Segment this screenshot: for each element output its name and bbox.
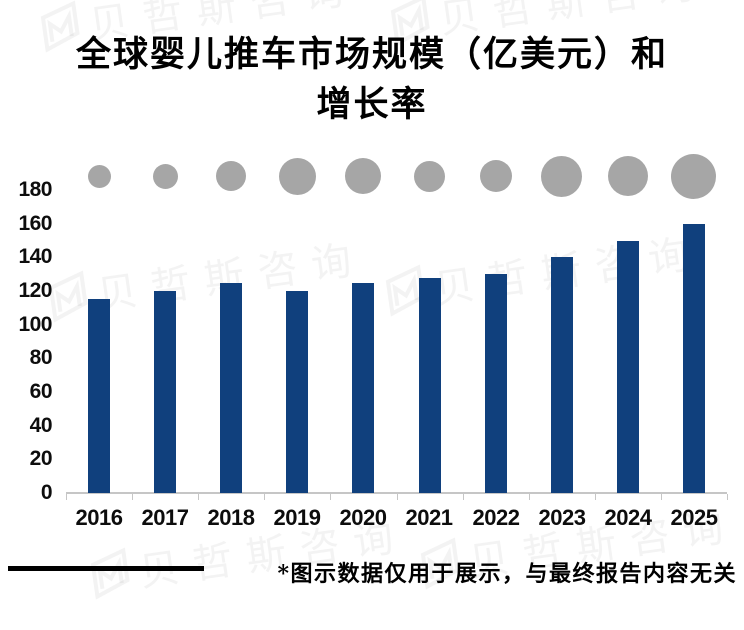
x-axis-label-2016: 2016 (75, 505, 123, 530)
chart-title-line1: 全球婴儿推车市场规模（亿美元）和 (75, 34, 668, 75)
x-axis-line (66, 492, 727, 494)
bar-2022 (485, 274, 507, 493)
x-axis-tick (66, 494, 67, 500)
x-axis-tick (661, 494, 662, 500)
growth-bubble-2023 (541, 156, 582, 197)
x-axis-tick (132, 494, 133, 500)
x-axis-tick (529, 494, 530, 500)
watermark-logo-icon (88, 547, 132, 600)
y-axis-label-40: 40 (29, 413, 53, 437)
x-axis-label-2020: 2020 (339, 505, 387, 530)
y-axis-label-60: 60 (29, 380, 53, 403)
growth-bubble-2017 (153, 164, 178, 189)
growth-bubble-2022 (480, 160, 512, 192)
footnote-text: *图示数据仅用于展示，与最终报告内容无关 (277, 561, 737, 587)
x-axis-label-2021: 2021 (405, 505, 453, 530)
x-axis-tick (264, 494, 265, 500)
x-axis-label-2022: 2022 (472, 505, 520, 530)
growth-bubble-2025 (671, 154, 716, 199)
y-axis-label-0: 0 (40, 481, 53, 504)
x-axis-label-2025: 2025 (670, 505, 718, 530)
y-axis-label-140: 140 (18, 245, 52, 269)
y-axis-label-20: 20 (29, 447, 53, 471)
y-axis-label-80: 80 (29, 346, 53, 370)
growth-bubble-2020 (345, 158, 381, 194)
growth-bubble-2016 (88, 165, 111, 188)
chart-title-line2: 增长率 (316, 84, 428, 125)
bar-2024 (617, 240, 639, 493)
bar-2023 (551, 257, 573, 493)
y-axis-label-180: 180 (18, 178, 52, 201)
y-axis-label-120: 120 (18, 279, 52, 302)
bar-2025 (683, 223, 705, 493)
x-axis-label-2019: 2019 (273, 505, 321, 530)
bar-2016 (88, 299, 110, 493)
x-axis-label-2018: 2018 (207, 505, 255, 530)
x-axis-label-2023: 2023 (538, 505, 586, 530)
bar-2018 (220, 282, 242, 493)
growth-bubble-2024 (608, 156, 648, 196)
growth-bubble-2019 (279, 158, 316, 195)
bar-2017 (154, 291, 176, 493)
x-axis-label-2017: 2017 (141, 505, 189, 530)
bar-2020 (352, 282, 374, 493)
x-axis-tick (198, 494, 199, 500)
bar-2021 (419, 277, 441, 493)
x-axis-tick (595, 494, 596, 500)
growth-bubble-2018 (216, 161, 246, 191)
y-axis-label-100: 100 (18, 312, 52, 336)
footer-divider-line (8, 566, 204, 571)
x-axis-tick (727, 494, 728, 500)
chart-title: 全球婴儿推车市场规模（亿美元）和 增长率 (0, 30, 744, 130)
x-axis-label-2024: 2024 (604, 505, 652, 530)
bar-2019 (286, 291, 308, 493)
x-axis-tick (463, 494, 464, 500)
x-axis-tick (397, 494, 398, 500)
x-axis-tick (330, 494, 331, 500)
watermark-logo-icon (46, 270, 90, 323)
y-axis-label-160: 160 (18, 211, 52, 235)
growth-bubble-2021 (414, 161, 445, 192)
